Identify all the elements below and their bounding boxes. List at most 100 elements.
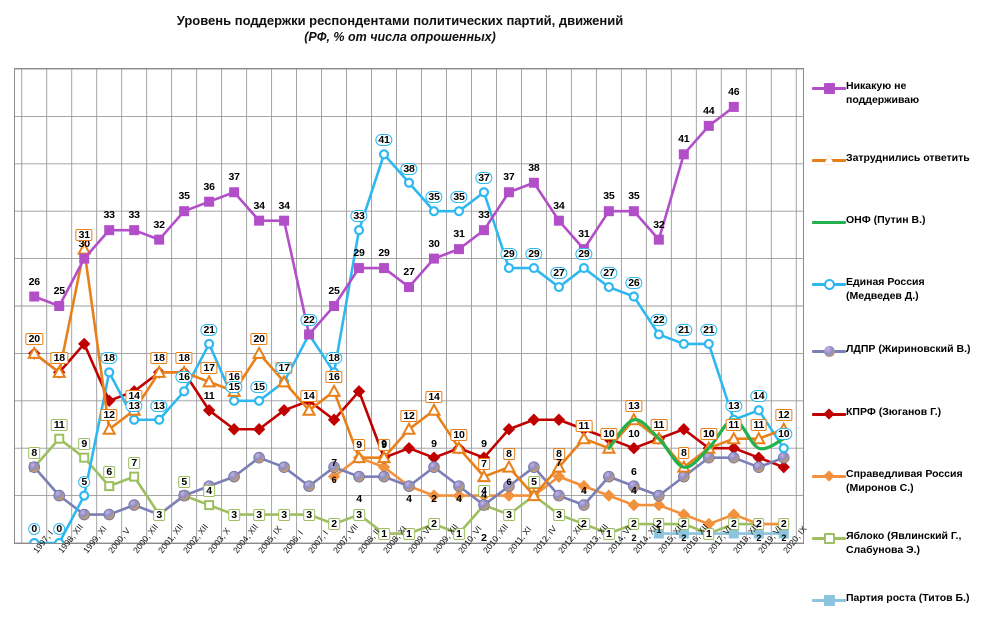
data-label: 29 — [525, 248, 543, 261]
data-label: 5 — [528, 475, 540, 488]
data-label: 18 — [150, 352, 168, 365]
data-label: 9 — [431, 437, 437, 450]
data-label-extra: 4 — [481, 488, 487, 501]
legend-item[interactable]: КПРФ (Зюганов Г.) — [812, 406, 941, 421]
data-label: 2 — [653, 518, 665, 531]
data-label: 10 — [703, 428, 715, 441]
data-label: 31 — [75, 229, 93, 242]
data-label: 25 — [53, 285, 65, 297]
data-label-extra: 2 — [756, 533, 762, 544]
legend-marker — [823, 470, 835, 482]
legend-item[interactable]: ЛДПР (Жириновский В.) — [812, 343, 971, 358]
legend-marker — [824, 595, 835, 606]
data-label: 32 — [653, 218, 665, 231]
data-label: 31 — [578, 228, 590, 241]
data-label: 41 — [375, 134, 393, 147]
series-2 — [607, 418, 786, 469]
data-label: 4 — [581, 485, 587, 498]
data-label: 17 — [275, 361, 293, 374]
legend-item[interactable]: Справедливая Россия (Миронов С.) — [812, 468, 978, 495]
data-label: 38 — [400, 162, 418, 175]
data-label-extra: 2 — [481, 532, 487, 545]
data-label: 33 — [103, 209, 115, 222]
data-label: 0 — [53, 523, 66, 535]
legend-item[interactable]: Единая Россия (Медведев Д.) — [812, 276, 978, 303]
data-label: 13 — [150, 399, 168, 412]
data-label: 29 — [353, 247, 365, 260]
legend-label: Партия роста (Титов Б.) — [846, 592, 970, 604]
legend-item[interactable]: Затруднились ответить — [812, 152, 970, 167]
data-label: 7 — [478, 457, 490, 470]
legend-label: Затруднились ответить — [846, 152, 970, 164]
data-label: 16 — [175, 371, 193, 384]
data-label: 2 — [677, 518, 690, 531]
data-label: 13 — [725, 399, 743, 412]
data-label: 7 — [556, 456, 562, 469]
data-label: 37 — [475, 172, 493, 185]
page-subtitle: (РФ, % от числа опрошенных) — [304, 30, 496, 44]
legend-triangle-icon — [812, 153, 846, 167]
legend-label: ОНФ (Путин В.) — [846, 214, 926, 226]
legend-item[interactable]: Никакую не поддерживаю — [812, 80, 978, 107]
data-label: 8 — [28, 447, 41, 460]
data-label: 10 — [600, 428, 618, 441]
data-label: 10 — [628, 428, 640, 441]
data-label: 4 — [478, 485, 490, 498]
data-label: 37 — [503, 171, 515, 184]
data-label: 18 — [325, 352, 343, 365]
data-label: 3 — [353, 508, 365, 521]
data-label: 34 — [553, 199, 565, 212]
data-label: 34 — [278, 199, 290, 212]
chart-legend: Никакую не поддерживаю Затруднились ответ… — [812, 68, 984, 606]
data-label: 3 — [228, 508, 240, 521]
data-label: 11 — [750, 418, 768, 431]
data-label: 1 — [378, 527, 390, 540]
data-label: 3 — [253, 508, 265, 521]
data-label: 2 — [628, 518, 640, 531]
grid-and-series — [15, 69, 803, 543]
data-label: 9 — [381, 437, 387, 450]
data-label: 7 — [128, 456, 140, 469]
legend-item[interactable]: ОНФ (Путин В.) — [812, 214, 926, 229]
data-label: 31 — [453, 228, 465, 241]
data-label: 17 — [200, 361, 218, 374]
plot-area: 2625303333323536373434222529292730313337… — [14, 68, 804, 544]
legend-square-open-icon — [812, 531, 846, 545]
data-label: 35 — [603, 190, 615, 203]
data-label: 2 — [777, 518, 790, 531]
data-label: 29 — [575, 248, 593, 261]
data-label: 9 — [481, 437, 487, 450]
data-label: 44 — [703, 104, 715, 117]
data-label: 4 — [631, 485, 637, 498]
data-label: 27 — [550, 267, 568, 280]
data-label: 8 — [503, 448, 515, 461]
data-label: 10 — [700, 428, 718, 441]
legend-marker — [824, 533, 835, 544]
legend-label: Яблоко (Явлинский Г., Слабунова Э.) — [846, 530, 962, 556]
legend-item[interactable]: Партия роста (Титов Б.) — [812, 592, 969, 607]
data-label: 35 — [628, 190, 640, 203]
data-label: 15 — [250, 380, 268, 393]
data-label: 27 — [403, 266, 415, 279]
legend-marker — [824, 346, 835, 357]
data-label: 9 — [78, 437, 91, 450]
data-label: 3 — [553, 508, 565, 521]
legend-marker — [824, 83, 835, 94]
data-label: 25 — [328, 285, 340, 297]
data-label-extra: 6 — [331, 475, 337, 486]
data-label: 26 — [625, 276, 643, 289]
chart-title-block: Уровень поддержки респондентами политиче… — [0, 12, 800, 45]
data-label: 30 — [428, 237, 440, 250]
legend-item[interactable]: Яблоко (Явлинский Г., Слабунова Э.) — [812, 530, 978, 557]
data-label: 26 — [28, 275, 40, 288]
data-label: 2 — [578, 518, 590, 531]
data-label: 21 — [675, 323, 693, 336]
data-label-extra: 6 — [506, 477, 512, 488]
legend-label: ЛДПР (Жириновский В.) — [846, 343, 971, 355]
data-label: 11 — [575, 419, 593, 432]
data-label: 30 — [78, 237, 90, 250]
data-label: 35 — [450, 191, 468, 204]
data-label: 21 — [700, 323, 718, 336]
data-label: 3 — [303, 508, 315, 521]
data-label: 46 — [728, 85, 740, 98]
